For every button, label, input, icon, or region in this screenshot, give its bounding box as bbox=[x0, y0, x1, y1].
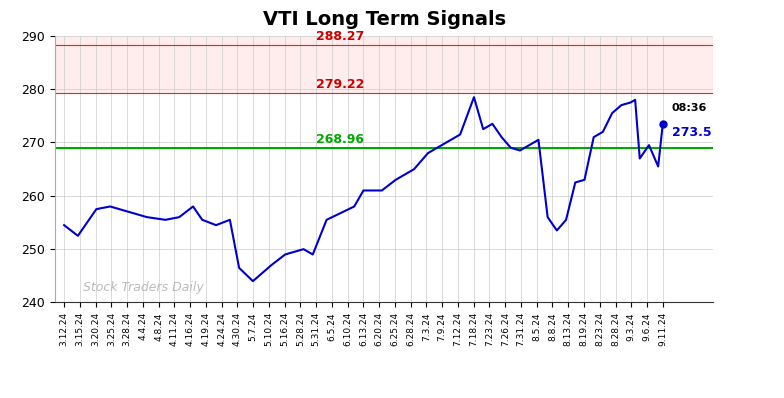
Text: 288.27: 288.27 bbox=[316, 30, 365, 43]
Text: Stock Traders Daily: Stock Traders Daily bbox=[82, 281, 203, 295]
Bar bbox=[55, 25, 713, 45]
Text: 268.96: 268.96 bbox=[316, 133, 365, 146]
Text: 08:36: 08:36 bbox=[672, 103, 707, 113]
Text: 273.5: 273.5 bbox=[672, 127, 712, 139]
Text: 279.22: 279.22 bbox=[316, 78, 365, 91]
Title: VTI Long Term Signals: VTI Long Term Signals bbox=[263, 10, 506, 29]
Bar bbox=[55, 45, 713, 93]
